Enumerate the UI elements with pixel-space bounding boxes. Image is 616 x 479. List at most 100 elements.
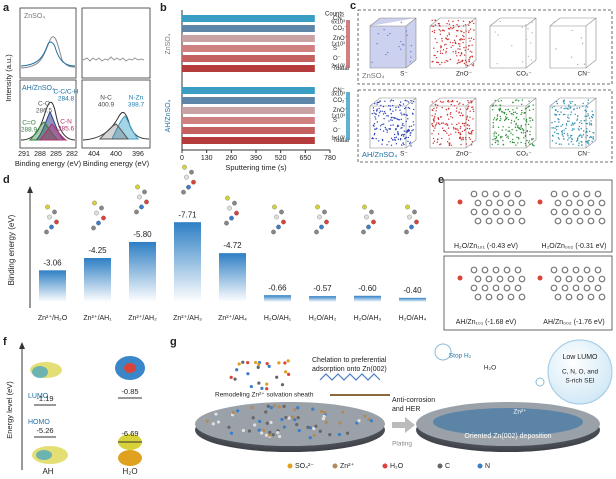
dot xyxy=(460,60,462,63)
dot xyxy=(397,138,400,140)
particle xyxy=(251,416,255,420)
particle xyxy=(249,384,253,389)
label: Remodeling Zn²⁺ solvation sheath xyxy=(215,392,314,399)
particle xyxy=(308,436,312,440)
adsorbate xyxy=(537,275,543,281)
dot xyxy=(558,121,560,123)
particle xyxy=(258,419,262,423)
particles xyxy=(205,359,373,440)
dot xyxy=(561,134,563,136)
dot xyxy=(578,125,581,128)
dot xyxy=(459,108,462,110)
dot xyxy=(438,22,440,25)
atom xyxy=(229,215,234,221)
dot xyxy=(400,21,403,24)
dot xyxy=(524,134,527,137)
zn-atom xyxy=(565,275,573,283)
dot xyxy=(502,139,504,142)
dot xyxy=(560,125,562,127)
zn-atom xyxy=(594,190,602,198)
bar xyxy=(129,241,156,302)
x-tick-label: H₂O/AH₁ xyxy=(264,315,292,322)
dot xyxy=(409,142,411,145)
zn-atom xyxy=(485,199,493,207)
dot xyxy=(399,103,401,106)
dot xyxy=(376,121,379,123)
dot xyxy=(391,139,394,141)
label: C-C/C-H xyxy=(54,89,79,96)
bar xyxy=(182,35,315,42)
dot xyxy=(496,115,499,117)
zn-atom xyxy=(496,293,504,301)
particle xyxy=(264,410,268,414)
dot xyxy=(528,100,530,102)
dot xyxy=(506,136,508,139)
dot xyxy=(402,142,404,144)
dot xyxy=(461,130,464,133)
dot xyxy=(402,122,404,125)
zn-atom xyxy=(474,217,482,225)
dot xyxy=(592,138,595,140)
zn-atom xyxy=(550,284,558,292)
dot xyxy=(444,123,446,125)
dot xyxy=(397,106,400,108)
zn-atom xyxy=(481,208,489,216)
dot xyxy=(586,122,588,125)
dot xyxy=(578,121,581,124)
dot xyxy=(410,50,412,53)
dot xyxy=(468,101,470,104)
dot xyxy=(407,101,410,103)
dot xyxy=(592,136,595,138)
value-label: -3.06 xyxy=(43,258,62,267)
atom xyxy=(94,210,99,216)
bar xyxy=(182,87,315,94)
dot xyxy=(395,136,397,139)
dot xyxy=(497,126,500,129)
zn-atom xyxy=(587,199,595,207)
dot xyxy=(398,118,400,121)
value-label: -0.57 xyxy=(313,284,332,293)
zn-atom xyxy=(481,266,489,274)
legend-marker xyxy=(477,463,483,469)
bar xyxy=(174,222,201,302)
dot xyxy=(520,113,522,116)
zn-atom xyxy=(594,208,602,216)
dot xyxy=(469,21,471,24)
dot xyxy=(463,35,465,38)
particle xyxy=(275,375,279,379)
dot xyxy=(494,131,496,133)
dot xyxy=(499,108,502,111)
x-tick-label: 288 xyxy=(34,151,46,158)
particle xyxy=(236,409,240,413)
value-label: -0.40 xyxy=(403,286,422,295)
particle xyxy=(345,431,350,435)
dot xyxy=(431,115,433,117)
zn-atom xyxy=(598,217,606,225)
dot xyxy=(397,131,399,133)
category-label: CN⁻ xyxy=(333,88,345,94)
particle xyxy=(253,423,257,427)
dot xyxy=(403,44,405,46)
dot xyxy=(388,128,390,130)
dot xyxy=(493,135,495,137)
dot xyxy=(433,117,436,119)
dot xyxy=(463,31,465,34)
dot xyxy=(445,38,448,40)
dot xyxy=(498,100,500,102)
atom xyxy=(322,209,327,215)
particle xyxy=(233,377,237,381)
dot xyxy=(528,140,531,142)
label: Chelation to preferential xyxy=(312,357,387,364)
label: Zn²⁺ xyxy=(513,409,526,416)
zn-atom xyxy=(554,199,562,207)
dot xyxy=(396,118,398,120)
dot xyxy=(471,44,473,46)
dot xyxy=(551,106,553,109)
dot xyxy=(412,129,414,131)
dot xyxy=(467,45,470,47)
dot xyxy=(504,108,507,111)
dot xyxy=(497,141,499,143)
dot xyxy=(468,24,470,27)
dot xyxy=(562,113,565,116)
dot xyxy=(447,20,450,22)
